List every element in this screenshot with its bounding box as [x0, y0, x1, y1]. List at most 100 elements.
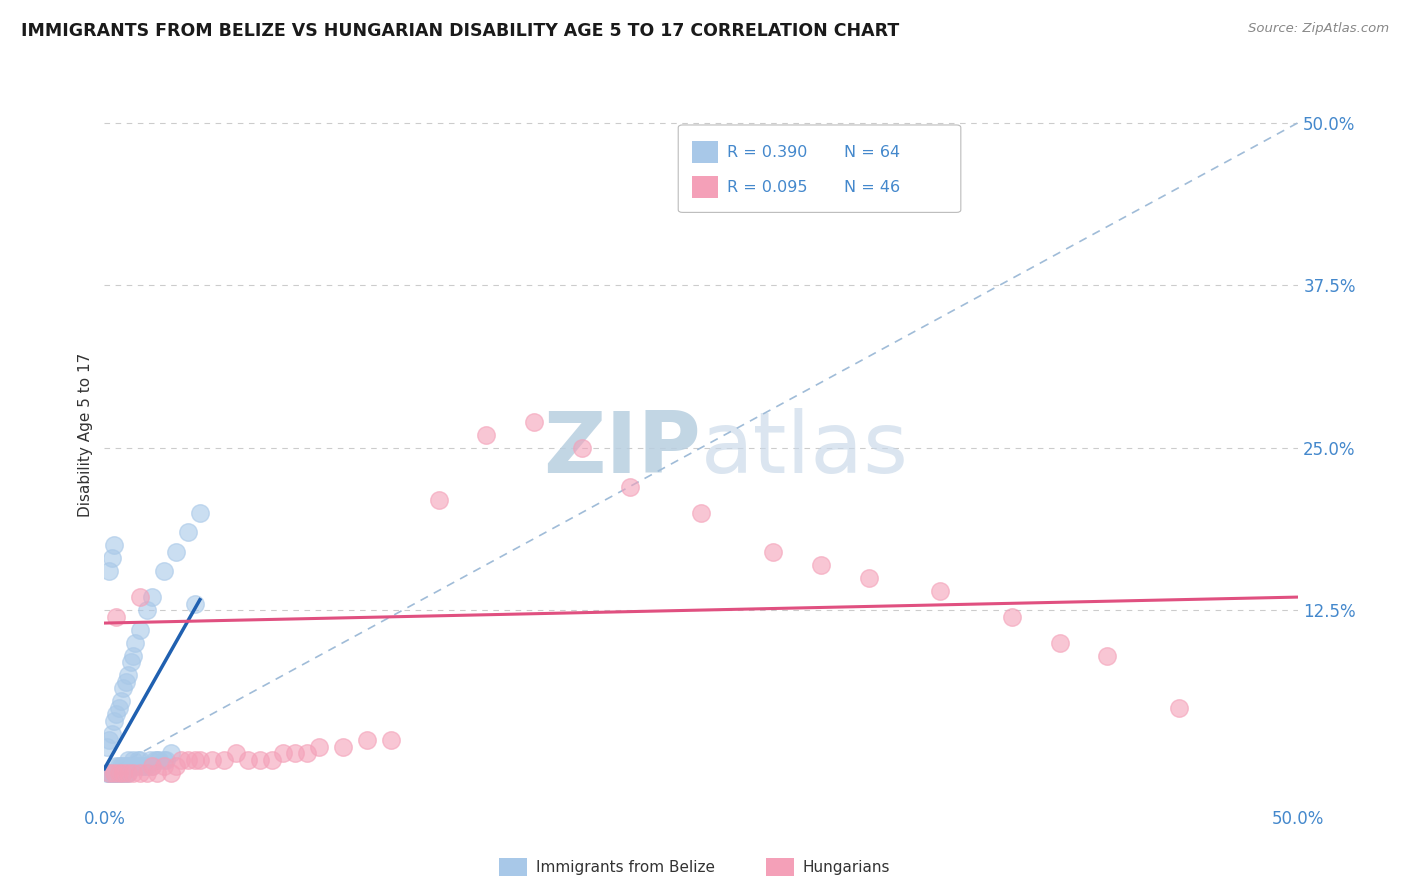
Point — [308, 739, 330, 754]
Point — [146, 753, 169, 767]
Point — [122, 759, 145, 773]
Point — [115, 765, 138, 780]
Point — [170, 753, 193, 767]
Point — [129, 753, 152, 767]
Point — [98, 765, 121, 780]
Point — [107, 765, 129, 780]
Point — [858, 571, 880, 585]
Point — [117, 753, 139, 767]
Point — [177, 524, 200, 539]
Point — [105, 759, 128, 773]
Point — [96, 765, 118, 780]
Point — [100, 551, 122, 566]
Point — [260, 753, 283, 767]
Point — [148, 753, 170, 767]
Point — [153, 753, 176, 767]
Point — [131, 759, 153, 773]
Point — [165, 759, 187, 773]
Point — [124, 635, 146, 649]
Point — [110, 765, 132, 780]
Point — [136, 759, 159, 773]
Point — [184, 597, 207, 611]
Point — [110, 694, 132, 708]
Point — [105, 765, 128, 780]
Point — [188, 506, 211, 520]
Point — [571, 441, 593, 455]
Point — [523, 415, 546, 429]
Point — [332, 739, 354, 754]
Point — [117, 759, 139, 773]
Point — [117, 765, 139, 780]
Point — [141, 590, 163, 604]
Point — [1049, 635, 1071, 649]
Point — [184, 753, 207, 767]
Point — [139, 753, 162, 767]
Text: N = 64: N = 64 — [844, 145, 900, 161]
Point — [141, 759, 163, 773]
Point — [143, 753, 166, 767]
Point — [141, 759, 163, 773]
Point — [1168, 700, 1191, 714]
Point — [115, 759, 138, 773]
Point — [105, 707, 128, 722]
Point — [427, 492, 450, 507]
Point — [1097, 648, 1119, 663]
Point — [103, 765, 125, 780]
Point — [146, 765, 169, 780]
Point — [112, 765, 135, 780]
Point — [136, 765, 159, 780]
Point — [201, 753, 224, 767]
Point — [1001, 609, 1024, 624]
Point — [122, 753, 145, 767]
Point — [120, 655, 142, 669]
Point — [107, 759, 129, 773]
Point — [103, 714, 125, 728]
Point — [136, 603, 159, 617]
Point — [619, 479, 641, 493]
Text: ZIP: ZIP — [544, 408, 702, 491]
Point — [100, 726, 122, 740]
Point — [380, 733, 402, 747]
Point — [98, 765, 121, 780]
Text: atlas: atlas — [702, 408, 910, 491]
Point — [129, 765, 152, 780]
Point — [160, 746, 183, 760]
Point — [165, 544, 187, 558]
Point — [120, 759, 142, 773]
Point — [127, 753, 149, 767]
Point — [129, 623, 152, 637]
Point — [177, 753, 200, 767]
Point — [160, 765, 183, 780]
Point — [98, 733, 121, 747]
Text: R = 0.095: R = 0.095 — [727, 180, 808, 195]
Point — [153, 564, 176, 578]
Point — [98, 564, 121, 578]
Point — [110, 759, 132, 773]
Point — [122, 765, 145, 780]
Point — [100, 765, 122, 780]
Point — [273, 746, 295, 760]
Point — [129, 759, 152, 773]
Point — [236, 753, 259, 767]
Point — [212, 753, 235, 767]
Text: Immigrants from Belize: Immigrants from Belize — [536, 860, 714, 874]
Point — [356, 733, 378, 747]
Point — [134, 759, 156, 773]
Point — [117, 765, 139, 780]
Point — [929, 583, 952, 598]
Point — [225, 746, 247, 760]
Y-axis label: Disability Age 5 to 17: Disability Age 5 to 17 — [79, 352, 93, 516]
Point — [762, 544, 785, 558]
Point — [103, 765, 125, 780]
Point — [117, 668, 139, 682]
Text: IMMIGRANTS FROM BELIZE VS HUNGARIAN DISABILITY AGE 5 TO 17 CORRELATION CHART: IMMIGRANTS FROM BELIZE VS HUNGARIAN DISA… — [21, 22, 900, 40]
Point — [249, 753, 271, 767]
Point — [155, 753, 177, 767]
Text: R = 0.390: R = 0.390 — [727, 145, 808, 161]
Point — [98, 765, 121, 780]
Point — [122, 648, 145, 663]
Point — [297, 746, 319, 760]
Point — [105, 765, 128, 780]
Point — [103, 538, 125, 552]
Point — [115, 674, 138, 689]
